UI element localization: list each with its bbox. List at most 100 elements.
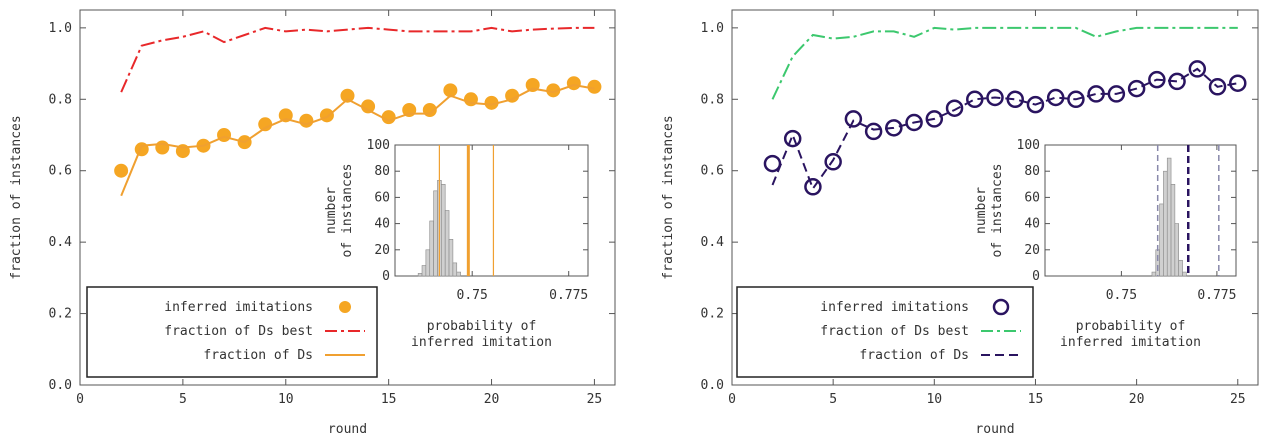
series-point-inferred-imitations (340, 88, 355, 103)
histogram-bar (452, 262, 458, 277)
series-point-inferred-imitations (566, 76, 581, 91)
inset-histogram: 0 20 40 60 80 100 0.75 0.775 probability ofinfer… (974, 138, 1237, 350)
histogram-bar (441, 184, 446, 277)
legend-marker (992, 298, 1010, 316)
legend-label: fraction of Ds best (820, 324, 969, 339)
plot-frame (731, 9, 1259, 386)
series-point-inferred-imitations (844, 110, 863, 128)
histogram-bar (433, 190, 438, 277)
x-tick-label: 25 (1230, 392, 1246, 407)
series-point-inferred-imitations (864, 122, 883, 141)
series-line-fraction-ds (120, 83, 595, 197)
series-point-inferred-imitations (945, 99, 964, 117)
x-tick-label: 10 (278, 392, 294, 407)
series-point-inferred-imitations (1229, 74, 1247, 92)
inset-y-tick-label: 60 (1024, 190, 1040, 205)
inset-y-tick-label: 100 (367, 138, 390, 153)
inset-x-axis-label: probability of (427, 319, 537, 334)
y-tick-label: 0.2 (49, 307, 72, 322)
histogram-bar (429, 220, 434, 277)
histogram-bar (425, 249, 431, 277)
series-point-inferred-imitations (1127, 79, 1146, 98)
inset-y-tick-label: 40 (374, 217, 390, 232)
histogram-bar (1159, 203, 1164, 277)
legend-marker (339, 301, 351, 313)
histogram-bar (1178, 259, 1183, 277)
series-point-inferred-imitations (763, 154, 782, 173)
legend: inferred imitations fraction of Ds best fr… (86, 286, 378, 378)
inset-y-tick-label: 20 (374, 243, 390, 258)
x-tick-label: 20 (1129, 392, 1145, 407)
series-point-inferred-imitations (1067, 90, 1085, 109)
x-tick-label: 15 (1028, 392, 1044, 407)
inset-x-axis-label: probability of (1076, 319, 1186, 334)
y-tick-label: 0.2 (701, 307, 724, 322)
series-point-inferred-imitations (824, 153, 842, 171)
series-point-inferred-imitations (1188, 60, 1207, 78)
histogram-bar (1174, 223, 1180, 277)
histogram-bar (1166, 157, 1172, 277)
legend-label: inferred imitations (820, 300, 969, 315)
y-tick-label: 1.0 (701, 21, 724, 36)
y-axis-label: fraction of instances (661, 115, 676, 279)
histogram-bar (1151, 271, 1157, 277)
inset-y-tick-label: 20 (1024, 243, 1040, 258)
inset-x-axis-label: inferred imitation (1060, 335, 1201, 350)
inset-y-tick-label: 40 (1024, 217, 1040, 232)
y-tick-label: 0.0 (49, 378, 72, 393)
series-line-ds-best (771, 26, 1238, 100)
histogram-bar (1163, 170, 1168, 277)
inset-y-tick-label: 80 (374, 164, 390, 179)
series-point-inferred-imitations (114, 163, 129, 178)
y-tick-label: 0.0 (701, 378, 724, 393)
inset-x-tick-label: 0.75 (457, 288, 488, 303)
x-tick-label: 5 (179, 392, 187, 407)
series-line-fraction-ds (771, 67, 1238, 191)
series-point-inferred-imitations (278, 108, 293, 123)
inset-y-axis-label: number (974, 187, 989, 234)
legend-label: fraction of Ds best (164, 324, 313, 339)
histogram-bar (448, 239, 454, 277)
y-tick-label: 0.8 (49, 92, 72, 107)
series-point-inferred-imitations (986, 88, 1004, 107)
x-axis-label: round (328, 422, 367, 437)
series-point-inferred-imitations (1026, 95, 1045, 114)
legend-label: inferred imitations (164, 300, 313, 315)
series-point-inferred-imitations (1148, 70, 1166, 89)
legend-label: fraction of Ds (859, 348, 969, 363)
left-chart: 0 5 10 15 20 25 0.0 0.2 0.4 0.6 0.8 1.0 round fractio… (9, 9, 616, 437)
x-tick-label: 5 (829, 392, 837, 407)
inset-y-axis-label: of instances (340, 164, 355, 258)
series-point-inferred-imitations (925, 110, 944, 128)
x-tick-label: 10 (926, 392, 942, 407)
inset-y-tick-label: 60 (374, 190, 390, 205)
series-point-inferred-imitations (1208, 78, 1227, 96)
inset-frame (1044, 144, 1237, 277)
inset-x-tick-label: 0.775 (1197, 288, 1236, 303)
y-tick-label: 0.4 (49, 235, 73, 250)
inset-x-tick-label: 0.775 (549, 288, 588, 303)
series-point-inferred-imitations (783, 129, 802, 148)
histogram-bar (444, 210, 450, 277)
x-axis-label: round (975, 422, 1014, 437)
y-tick-label: 1.0 (49, 21, 72, 36)
x-tick-label: 0 (76, 392, 84, 407)
plot-frame (79, 9, 616, 386)
inset-y-tick-label: 0 (1032, 269, 1040, 284)
inset-y-tick-label: 100 (1017, 138, 1040, 153)
y-tick-label: 0.8 (701, 92, 724, 107)
histogram-bar (417, 273, 423, 277)
inset-frame (394, 144, 589, 277)
series-point-inferred-imitations (905, 113, 923, 132)
y-tick-label: 0.6 (701, 164, 724, 179)
inset-x-tick-label: 0.75 (1106, 288, 1137, 303)
legend-label: fraction of Ds (203, 348, 313, 363)
histogram-bar (1182, 271, 1187, 277)
inset-y-axis-label: number (324, 187, 339, 234)
series-line-ds-best (120, 26, 595, 93)
histogram-bar (1155, 249, 1160, 277)
series-point-inferred-imitations (319, 108, 334, 123)
x-tick-label: 20 (484, 392, 500, 407)
inset-histogram: 0 20 40 60 80 100 0.75 0.775 probability ofinfer… (324, 138, 589, 350)
right-chart: 0 5 10 15 20 25 0.0 0.2 0.4 0.6 0.8 1.0 round fractio… (661, 9, 1259, 437)
